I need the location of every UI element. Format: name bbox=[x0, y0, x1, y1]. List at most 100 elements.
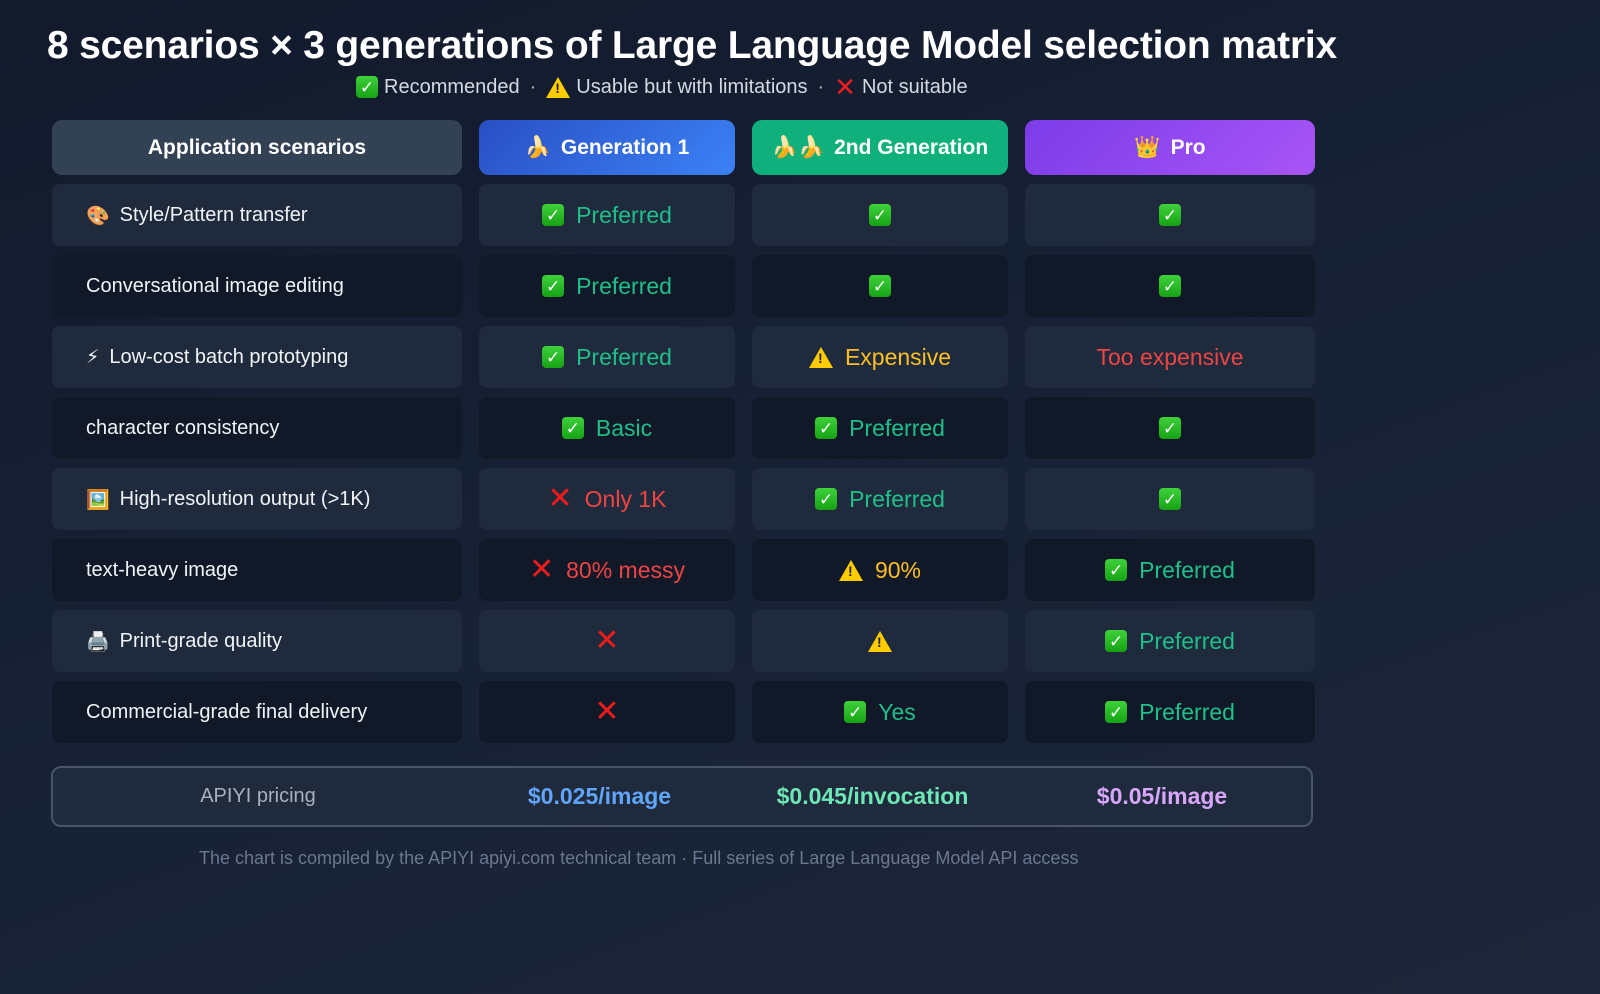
pricing-row: APIYI pricing $0.025/image $0.045/invoca… bbox=[51, 766, 1313, 827]
rating-cell-gen2: ✓ bbox=[752, 184, 1008, 246]
rating-cell-gen1: ✕ Only 1K bbox=[479, 468, 735, 530]
check-icon: ✓ bbox=[844, 701, 867, 723]
legend-separator: · bbox=[529, 75, 537, 98]
rating-cell-gen1: ✕ bbox=[479, 681, 735, 743]
pricing-generation-2: $0.045/invocation bbox=[776, 783, 969, 809]
header-scenarios-label: Application scenarios bbox=[147, 135, 367, 159]
footer-note: The chart is compiled by the APIYI apiyi… bbox=[199, 848, 1079, 868]
cross-icon: ✕ bbox=[547, 482, 573, 515]
rating-cell-pro: ✓ Preferred bbox=[1025, 539, 1315, 601]
legend-limited: Usable but with limitations bbox=[576, 75, 808, 98]
rating-cell-gen2: ✓ bbox=[752, 255, 1008, 317]
rating-text: Too expensive bbox=[1096, 343, 1244, 370]
check-icon: ✓ bbox=[542, 346, 565, 368]
rating-cell-gen2: ✓ Preferred bbox=[752, 468, 1008, 530]
legend-recommended: Recommended bbox=[384, 75, 520, 98]
crown-icon: 👑 bbox=[1134, 135, 1161, 159]
check-icon: ✓ bbox=[542, 275, 565, 297]
scenario-cell: 🖼️ High-resolution output (>1K) bbox=[52, 468, 462, 530]
rating-cell-gen1: ✓ Basic bbox=[479, 397, 735, 459]
rating-text: Preferred bbox=[1139, 556, 1235, 583]
rating-cell-gen2: 90% bbox=[752, 539, 1008, 601]
check-icon: ✓ bbox=[542, 204, 565, 226]
cross-icon: ✕ bbox=[594, 695, 620, 728]
rating-text: Only 1K bbox=[584, 485, 667, 512]
warning-icon bbox=[546, 76, 571, 98]
palette-icon: 🎨 bbox=[86, 204, 110, 227]
double-banana-icon: 🍌🍌 bbox=[771, 135, 825, 159]
check-icon: ✓ bbox=[815, 417, 838, 439]
header-pro-label: Pro bbox=[1170, 135, 1206, 159]
scenario-cell: 🎨 Style/Pattern transfer bbox=[52, 184, 462, 246]
scenario-label: High-resolution output (>1K) bbox=[119, 487, 371, 510]
rating-cell-gen2 bbox=[752, 610, 1008, 672]
rating-cell-pro: ✓ Preferred bbox=[1025, 681, 1315, 743]
rating-cell-pro: Too expensive bbox=[1025, 326, 1315, 388]
check-icon: ✓ bbox=[561, 417, 584, 439]
rating-text: Preferred bbox=[849, 485, 945, 512]
scenario-cell: text-heavy image bbox=[52, 539, 462, 601]
scenario-label: Low-cost batch prototyping bbox=[109, 345, 349, 368]
legend-separator: · bbox=[817, 75, 825, 98]
scenario-label: Conversational image editing bbox=[86, 274, 344, 297]
scenario-cell: character consistency bbox=[52, 397, 462, 459]
rating-text: Preferred bbox=[576, 201, 672, 228]
check-icon: ✓ bbox=[869, 275, 891, 297]
rating-cell-pro: ✓ bbox=[1025, 397, 1315, 459]
rating-text: Preferred bbox=[1139, 698, 1235, 725]
rating-cell-gen2: Expensive bbox=[752, 326, 1008, 388]
check-icon: ✓ bbox=[356, 76, 378, 98]
pricing-pro: $0.05/image bbox=[1096, 783, 1228, 809]
rating-cell-gen2: ✓ Preferred bbox=[752, 397, 1008, 459]
rating-text: Yes bbox=[878, 698, 916, 725]
rating-text: Expensive bbox=[844, 343, 952, 370]
rating-cell-gen1: ✓ Preferred bbox=[479, 326, 735, 388]
header-scenarios: Application scenarios bbox=[52, 120, 462, 175]
rating-cell-gen1: ✕ 80% messy bbox=[479, 539, 735, 601]
banana-icon: 🍌 bbox=[524, 135, 551, 159]
scenario-cell: ⚡ Low-cost batch prototyping bbox=[52, 326, 462, 388]
printer-icon: 🖨️ bbox=[86, 630, 110, 653]
rating-text: 90% bbox=[874, 556, 922, 583]
rating-text: Preferred bbox=[849, 414, 945, 441]
rating-text: Basic bbox=[595, 414, 653, 441]
header-generation-1-label: Generation 1 bbox=[560, 135, 690, 159]
rating-cell-gen1: ✕ bbox=[479, 610, 735, 672]
check-icon: ✓ bbox=[1105, 701, 1128, 723]
header-generation-1: 🍌 Generation 1 bbox=[479, 120, 735, 175]
rating-cell-pro: ✓ bbox=[1025, 468, 1315, 530]
rating-text: Preferred bbox=[576, 343, 672, 370]
check-icon: ✓ bbox=[1159, 488, 1181, 510]
pricing-generation-1: $0.025/image bbox=[527, 783, 672, 809]
rating-cell-pro: ✓ bbox=[1025, 184, 1315, 246]
check-icon: ✓ bbox=[1159, 417, 1181, 439]
warning-icon bbox=[868, 630, 892, 652]
legend-not-suitable: Not suitable bbox=[861, 75, 968, 98]
check-icon: ✓ bbox=[1159, 204, 1181, 226]
check-icon: ✓ bbox=[1105, 630, 1128, 652]
check-icon: ✓ bbox=[869, 204, 891, 226]
pricing-label: APIYI pricing bbox=[200, 785, 316, 807]
rating-cell-pro: ✓ Preferred bbox=[1025, 610, 1315, 672]
rating-cell-gen2: ✓ Yes bbox=[752, 681, 1008, 743]
scenario-label: text-heavy image bbox=[86, 558, 239, 581]
cross-icon: ✕ bbox=[528, 553, 555, 586]
cross-icon: ✕ bbox=[594, 624, 620, 657]
scenario-cell: 🖨️ Print-grade quality bbox=[52, 610, 462, 672]
rating-text: Preferred bbox=[576, 272, 672, 299]
check-icon: ✓ bbox=[815, 488, 838, 510]
scenario-label: character consistency bbox=[86, 416, 280, 439]
scenario-label: Commercial-grade final delivery bbox=[86, 700, 368, 723]
header-generation-2-label: 2nd Generation bbox=[834, 135, 989, 159]
cross-icon: ✕ bbox=[834, 72, 856, 102]
rating-cell-gen1: ✓ Preferred bbox=[479, 184, 735, 246]
lightning-icon: ⚡ bbox=[86, 346, 100, 368]
legend: ✓ Recommended · Usable but with limitati… bbox=[356, 74, 968, 100]
rating-cell-pro: ✓ bbox=[1025, 255, 1315, 317]
check-icon: ✓ bbox=[1159, 275, 1181, 297]
scenario-label: Print-grade quality bbox=[119, 629, 282, 652]
rating-cell-gen1: ✓ Preferred bbox=[479, 255, 735, 317]
rating-text: 80% messy bbox=[566, 556, 685, 583]
warning-icon bbox=[808, 346, 833, 368]
scenario-label: Style/Pattern transfer bbox=[119, 203, 308, 226]
